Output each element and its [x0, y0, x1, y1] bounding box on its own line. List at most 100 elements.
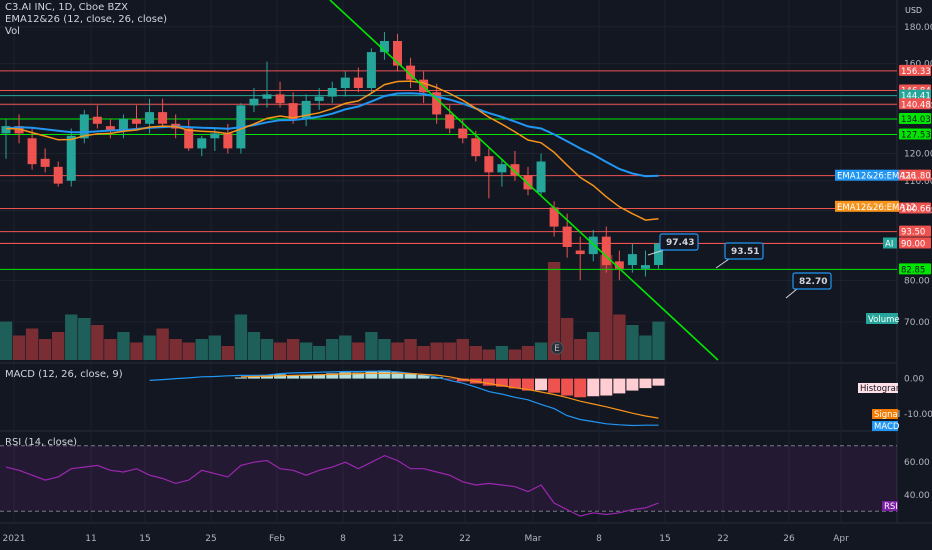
- volume-bar: [130, 342, 143, 360]
- time-tick-label: Mar: [525, 534, 542, 544]
- candle-body: [366, 52, 376, 88]
- price-tick-label: 110.00: [904, 177, 932, 187]
- time-tick-label: 8: [596, 534, 602, 544]
- macd-legend-label: MACD: [874, 422, 900, 432]
- volume-bar: [65, 314, 78, 360]
- macd-tick-label: -10.00: [904, 410, 932, 420]
- candles: [1, 32, 663, 281]
- level-tag-label: 100.66: [901, 204, 931, 214]
- volume-tag: [866, 313, 898, 324]
- volume-bar: [495, 346, 509, 360]
- macd-histogram-bar: [274, 374, 287, 379]
- volume-bar: [587, 332, 600, 360]
- macd-histogram-bar: [482, 378, 495, 386]
- macd-histogram-bar: [352, 372, 365, 379]
- candle-body: [158, 112, 168, 124]
- rsi-legend-tag: [882, 501, 898, 511]
- time-tick-label: 22: [459, 534, 470, 544]
- macd-legend-tag: [858, 383, 898, 393]
- time-tick-label: Apr: [833, 534, 849, 544]
- volume-bar: [560, 318, 574, 360]
- time-tick-label: 15: [659, 534, 670, 544]
- candle-body: [340, 77, 350, 88]
- callout-pointer: [785, 288, 798, 299]
- macd-histogram-bar: [535, 378, 548, 391]
- candle-body: [536, 161, 546, 193]
- volume-bar: [430, 342, 443, 360]
- ema-indicator-label[interactable]: EMA12&26 (12, close, 26, close): [5, 14, 168, 25]
- level-tag: [899, 112, 931, 124]
- volume-bar: [143, 335, 156, 360]
- macd-legend-tag: [872, 421, 898, 431]
- volume-bar: [469, 346, 482, 360]
- macd-line: [149, 370, 659, 427]
- macd-histogram-bar: [639, 378, 652, 389]
- macd-histogram-bar: [652, 378, 665, 386]
- level-tag-label: 156.33: [901, 67, 931, 77]
- candle-body: [105, 126, 115, 131]
- volume-bar: [91, 325, 104, 360]
- level-tag-label: 82.85: [901, 265, 925, 275]
- earnings-marker-label: E: [554, 344, 560, 354]
- macd-histogram-bar: [587, 378, 600, 397]
- volume-bar: [234, 314, 248, 360]
- macd-histogram-bar: [365, 371, 378, 379]
- candle-body: [79, 114, 89, 139]
- callouts: 97.43 93.51 82.70: [647, 233, 832, 299]
- candle-body: [575, 250, 585, 255]
- candle-body: [445, 114, 455, 129]
- rsi-pane: 60.00 40.00 RSI: [0, 445, 930, 517]
- axis-tag-label: AI: [885, 239, 893, 249]
- volume-bar: [117, 332, 130, 360]
- candle-body: [549, 207, 559, 227]
- macd-histogram-bar: [574, 378, 587, 398]
- volume-indicator-label[interactable]: Vol: [5, 26, 20, 37]
- symbol-title[interactable]: C3.AI INC, 1D, Cboe BZX: [5, 2, 129, 13]
- volume-bar: [313, 346, 326, 360]
- rsi-indicator-label[interactable]: RSI (14, close): [5, 437, 78, 448]
- volume-bar: [156, 328, 169, 360]
- volume-bar: [286, 339, 300, 360]
- volume-bar: [365, 332, 378, 360]
- candle-body: [197, 138, 207, 149]
- volume-bar: [404, 339, 417, 360]
- time-tick-label: Feb: [269, 534, 285, 544]
- candle-body: [406, 65, 416, 80]
- time-tick-label: 11: [85, 534, 96, 544]
- macd-histogram-bar: [495, 378, 508, 387]
- volume-bar: [326, 339, 339, 360]
- time-tick-label: 22: [717, 534, 728, 544]
- volume-bar: [78, 318, 91, 360]
- time-tick-label: 25: [205, 534, 216, 544]
- callout-box: [792, 272, 832, 290]
- rsi-legend-label: RSI: [884, 502, 898, 512]
- legend-block: C3.AI INC, 1D, Cboe BZX EMA12&26 (12, cl…: [5, 2, 167, 38]
- candle-body: [184, 128, 194, 149]
- candle-body: [562, 226, 572, 247]
- axis-tag-label: EMA12&26:EMA12: [837, 203, 916, 213]
- volume-bar: [391, 342, 404, 360]
- level-tag-label: 134.03: [901, 115, 931, 125]
- candle-body: [288, 103, 298, 120]
- macd-histogram-bar: [404, 373, 417, 379]
- candle-body: [510, 164, 520, 176]
- macd-tick-label: 0.00: [904, 375, 924, 385]
- candle-body: [484, 156, 494, 173]
- volume-bar: [443, 342, 456, 360]
- macd-histogram-bar: [456, 378, 469, 382]
- ema26-line: [5, 92, 659, 178]
- rsi-tick-label: 60.00: [904, 458, 930, 468]
- level-tag: [899, 128, 931, 140]
- candle-body: [654, 243, 663, 266]
- level-tag-label: 144.41: [901, 92, 931, 102]
- grid-lines: [0, 0, 932, 524]
- macd-histogram-bar: [287, 375, 300, 379]
- volume-bar: [208, 335, 221, 360]
- candle-body: [210, 133, 220, 139]
- candle-body: [118, 119, 128, 131]
- trendline: [329, 0, 719, 361]
- candle-body: [353, 77, 363, 88]
- macd-indicator-label[interactable]: MACD (12, 26, close, 9): [5, 369, 123, 380]
- level-tag: [899, 169, 931, 181]
